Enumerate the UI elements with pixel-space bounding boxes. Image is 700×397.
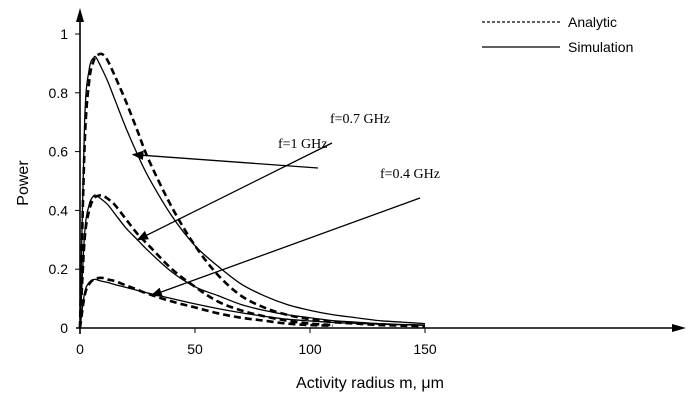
x-tick-label: 0 (76, 341, 84, 357)
annotation-arrow (150, 197, 421, 297)
annotation-arrow (131, 150, 319, 169)
x-axis-arrow (672, 324, 686, 332)
annotation-label: f=0.7 GHz (330, 112, 390, 127)
y-tick-label: 0.4 (49, 202, 69, 218)
legend-label-analytic: Analytic (568, 14, 617, 30)
legend: Analytic Simulation (482, 14, 633, 55)
y-tick-label: 0.6 (49, 144, 69, 160)
axes: 0 0.2 0.4 0.6 0.8 1 0 50 100 150 (49, 8, 686, 357)
y-axis-arrow (76, 8, 84, 22)
x-tick-label: 100 (298, 341, 322, 357)
y-tick-label: 0.8 (49, 85, 69, 101)
y-tick-label: 0.2 (49, 261, 69, 277)
analytic-curve-f-0-7-ghz (78, 194, 334, 329)
y-tick-label: 0 (60, 320, 68, 336)
x-tick-label: 50 (187, 341, 203, 357)
simulation-curve-f-0-7-ghz (79, 194, 426, 329)
x-tick-label: 150 (413, 341, 437, 357)
annotation-label: f=0.4 GHz (380, 167, 440, 182)
annotation-label: f=1 GHz (278, 137, 328, 152)
simulation-curve-f-1-ghz (79, 55, 426, 329)
x-axis-title: Activity radius m, μm (296, 375, 444, 392)
y-tick-label: 1 (60, 26, 68, 42)
y-axis-title: Power (15, 160, 32, 206)
simulation-curve-f-0-4-ghz (79, 278, 426, 329)
legend-label-simulation: Simulation (568, 39, 633, 55)
curves (78, 52, 426, 329)
annotation-arrow (136, 142, 333, 241)
